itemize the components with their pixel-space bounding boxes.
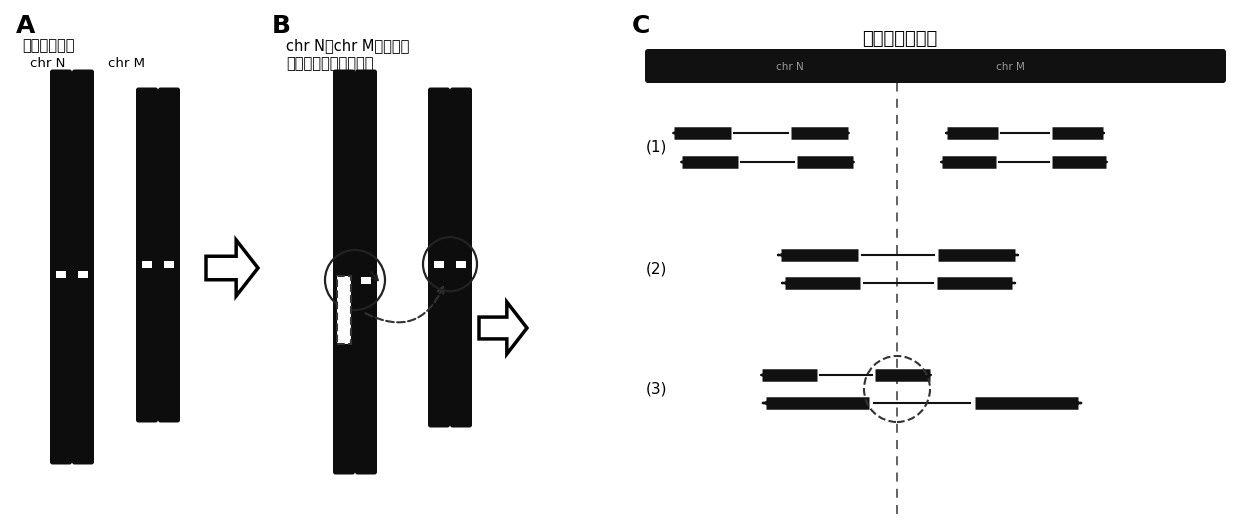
- Text: 染色体之间发生了易位: 染色体之间发生了易位: [286, 56, 373, 71]
- FancyBboxPatch shape: [334, 69, 355, 475]
- Bar: [361, 277, 371, 283]
- Bar: [434, 260, 444, 268]
- Bar: [456, 260, 466, 268]
- Polygon shape: [479, 302, 527, 354]
- Text: (2): (2): [646, 262, 667, 277]
- FancyBboxPatch shape: [136, 88, 157, 423]
- Text: chr N: chr N: [30, 57, 66, 70]
- Bar: [56, 271, 66, 278]
- FancyBboxPatch shape: [50, 69, 72, 465]
- Bar: [143, 262, 151, 268]
- Text: 成对的染色体: 成对的染色体: [22, 38, 74, 53]
- Bar: [340, 277, 348, 283]
- FancyBboxPatch shape: [355, 69, 377, 475]
- Text: chr N和chr M的某一条: chr N和chr M的某一条: [286, 38, 409, 53]
- FancyBboxPatch shape: [157, 88, 180, 423]
- FancyArrowPatch shape: [366, 287, 444, 322]
- Text: (1): (1): [646, 140, 667, 155]
- Text: (3): (3): [646, 381, 667, 396]
- Text: C: C: [632, 14, 650, 38]
- FancyBboxPatch shape: [428, 88, 450, 428]
- Bar: [78, 271, 88, 278]
- FancyBboxPatch shape: [645, 49, 1226, 83]
- FancyBboxPatch shape: [72, 69, 94, 465]
- Text: 染色体易位断点: 染色体易位断点: [862, 30, 937, 48]
- Text: B: B: [272, 14, 291, 38]
- Text: chr M: chr M: [996, 62, 1024, 72]
- FancyBboxPatch shape: [450, 88, 472, 428]
- Bar: [337, 276, 351, 344]
- Text: chr N: chr N: [776, 62, 804, 72]
- Bar: [165, 262, 174, 268]
- Text: A: A: [16, 14, 36, 38]
- Polygon shape: [206, 240, 258, 296]
- Text: chr M: chr M: [108, 57, 145, 70]
